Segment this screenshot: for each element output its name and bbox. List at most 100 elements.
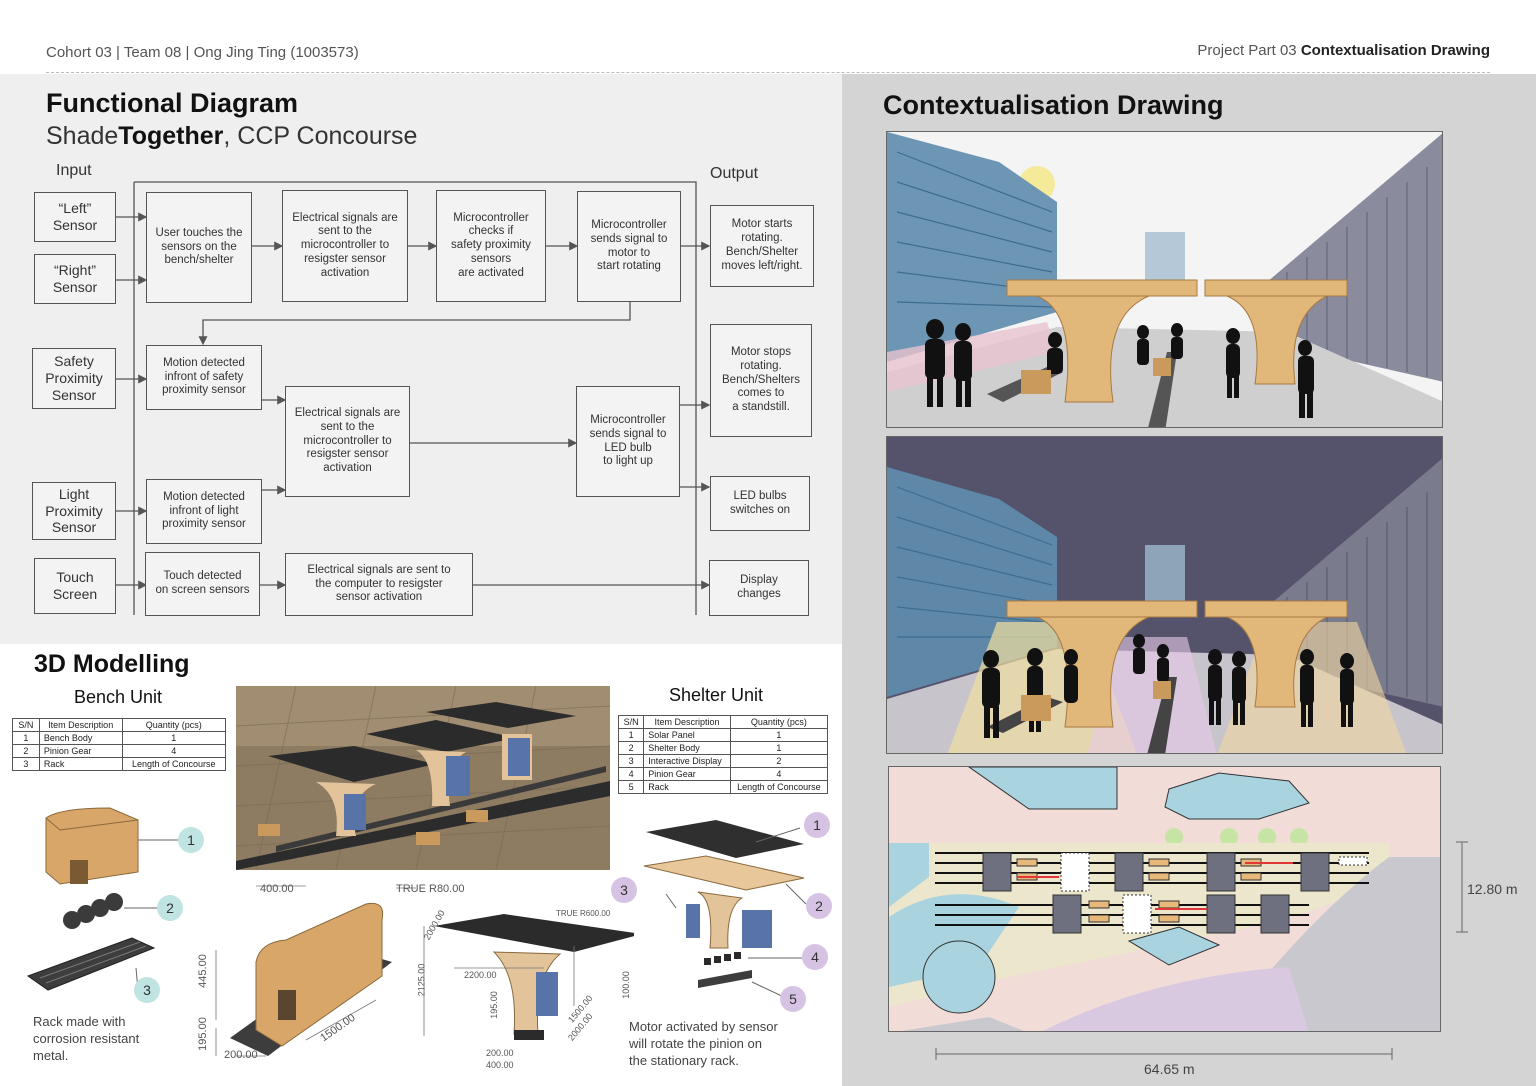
table-row: 1 Solar Panel 1 bbox=[617, 728, 829, 742]
step-electrical-signals-3: Electrical signals are sent to the compu… bbox=[285, 553, 473, 616]
plan-dimension-lines bbox=[935, 841, 1468, 1060]
table-cell: Shelter Body bbox=[643, 741, 731, 755]
table-cell: 4 bbox=[617, 767, 645, 781]
table-header: Item Description bbox=[38, 718, 123, 732]
input-right-sensor: “Right” Sensor bbox=[34, 254, 116, 304]
shelter-exploded-view bbox=[643, 820, 807, 998]
plan-width-dimension: 64.65 m bbox=[1144, 1061, 1195, 1077]
input-light-proximity-sensor: Light Proximity Sensor bbox=[32, 482, 116, 540]
table-header-row: S/N Item Description Quantity (pcs) bbox=[617, 715, 829, 729]
output-label: Output bbox=[710, 165, 759, 182]
step-user-touches-sensors: User touches the sensors on the bench/sh… bbox=[146, 192, 252, 303]
shelter-badge-1: 1 bbox=[804, 812, 830, 838]
table-cell: 4 bbox=[729, 767, 829, 781]
table-cell: 1 bbox=[617, 728, 645, 742]
table-cell: 2 bbox=[617, 741, 645, 755]
shelter-note: Motor activated by sensor will rotate th… bbox=[629, 1019, 778, 1068]
bench-dim-width: 400.00 bbox=[260, 883, 294, 895]
shelter-badge-4: 4 bbox=[802, 944, 828, 970]
subtitle-bold: Together bbox=[118, 122, 224, 150]
step-electrical-signals-1: Electrical signals are sent to the micro… bbox=[282, 190, 408, 302]
table-header: Quantity (pcs) bbox=[121, 718, 227, 732]
shelter-dimension-drawing bbox=[423, 914, 634, 1040]
table-cell: Bench Body bbox=[38, 731, 123, 745]
subtitle-post: , CCP Concourse bbox=[223, 122, 418, 150]
shelter-dim-leg: 195.00 bbox=[488, 991, 499, 1019]
bench-badge-1: 1 bbox=[178, 827, 204, 853]
table-cell: 1 bbox=[12, 731, 40, 745]
context-day-scene bbox=[886, 131, 1443, 428]
step-microcontroller-checks: Microcontroller checks if safety proximi… bbox=[436, 190, 546, 302]
table-cell: Rack bbox=[38, 757, 123, 771]
table-cell: 1 bbox=[121, 731, 227, 745]
table-cell: 1 bbox=[729, 728, 829, 742]
functional-diagram-title: Functional Diagram bbox=[46, 88, 299, 118]
step-motion-light: Motion detected infront of light proximi… bbox=[146, 479, 262, 544]
table-cell: Length of Concourse bbox=[121, 757, 227, 771]
shelter-items-table: S/N Item Description Quantity (pcs) 1 So… bbox=[617, 715, 829, 794]
table-row: 4 Pinion Gear 4 bbox=[617, 767, 829, 781]
table-header: Item Description bbox=[643, 715, 731, 729]
table-header: S/N bbox=[617, 715, 645, 729]
table-row: 2 Shelter Body 1 bbox=[617, 741, 829, 755]
render-image bbox=[236, 686, 610, 870]
table-cell: Pinion Gear bbox=[38, 744, 123, 758]
bench-note: Rack made with corrosion resistant metal… bbox=[33, 1014, 140, 1063]
plan-illustration bbox=[889, 767, 1440, 1031]
table-cell: 2 bbox=[729, 754, 829, 768]
bench-dim-height: 445.00 bbox=[196, 954, 209, 988]
header-project: Project Part 03 Contextualisation Drawin… bbox=[1197, 42, 1490, 59]
table-cell: 3 bbox=[617, 754, 645, 768]
context-title: Contextualisation Drawing bbox=[883, 90, 1224, 120]
shelter-dim-span: 2200.00 bbox=[464, 970, 497, 980]
input-label: Input bbox=[56, 162, 92, 179]
output-motor-start: Motor starts rotating. Bench/Shelter mov… bbox=[710, 205, 814, 287]
table-cell: 2 bbox=[12, 744, 40, 758]
shelter-dim-foot-2: 400.00 bbox=[486, 1060, 514, 1070]
input-safety-proximity-sensor: Safety Proximity Sensor bbox=[32, 348, 116, 409]
table-row: 5 Rack Length of Concourse bbox=[617, 780, 829, 794]
header-project-title: Contextualisation Drawing bbox=[1300, 42, 1490, 59]
shelter-badge-2: 2 bbox=[806, 893, 832, 919]
input-touch-screen: Touch Screen bbox=[34, 558, 116, 614]
table-row: 1 Bench Body 1 bbox=[12, 731, 227, 745]
table-cell: Rack bbox=[643, 780, 731, 794]
step-microcontroller-led: Microcontroller sends signal to LED bulb… bbox=[576, 386, 680, 497]
night-scene-illustration bbox=[887, 437, 1442, 753]
table-header-row: S/N Item Description Quantity (pcs) bbox=[12, 718, 227, 732]
shelter-dim-foot-1: 200.00 bbox=[486, 1048, 514, 1058]
functional-diagram-connectors bbox=[116, 181, 711, 615]
table-header: S/N bbox=[12, 718, 40, 732]
step-motion-safety: Motion detected infront of safety proxim… bbox=[146, 345, 262, 410]
bench-badge-2: 2 bbox=[157, 895, 183, 921]
step-microcontroller-motor: Microcontroller sends signal to motor to… bbox=[577, 191, 681, 302]
input-left-sensor: “Left” Sensor bbox=[34, 192, 116, 242]
bench-badge-3: 3 bbox=[134, 977, 160, 1003]
table-cell: Interactive Display bbox=[643, 754, 731, 768]
table-cell: 4 bbox=[121, 744, 227, 758]
day-scene-illustration bbox=[887, 132, 1442, 427]
table-cell: 1 bbox=[729, 741, 829, 755]
table-row: 3 Interactive Display 2 bbox=[617, 754, 829, 768]
table-cell: 3 bbox=[12, 757, 40, 771]
table-row: 3 Rack Length of Concourse bbox=[12, 757, 227, 771]
table-cell: Pinion Gear bbox=[643, 767, 731, 781]
output-display-changes: Display changes bbox=[709, 560, 809, 616]
shelter-dim-panel: 100.00 bbox=[620, 971, 631, 999]
table-cell: Length of Concourse bbox=[729, 780, 829, 794]
table-row: 2 Pinion Gear 4 bbox=[12, 744, 227, 758]
context-night-scene bbox=[886, 436, 1443, 754]
functional-diagram-panel bbox=[0, 74, 842, 644]
functional-diagram-subtitle: ShadeTogether, CCP Concourse bbox=[46, 122, 417, 151]
subtitle-pre: Shade bbox=[46, 122, 119, 150]
bench-dim-base: 195.00 bbox=[196, 1017, 209, 1051]
plan-height-dimension: 12.80 m bbox=[1467, 881, 1518, 897]
table-cell: Solar Panel bbox=[643, 728, 731, 742]
context-plan-drawing bbox=[888, 766, 1441, 1032]
bench-items-table: S/N Item Description Quantity (pcs) 1 Be… bbox=[12, 718, 227, 771]
header-project-prefix: Project Part 03 bbox=[1197, 42, 1297, 59]
output-led-bulbs: LED bulbs switches on bbox=[710, 476, 810, 531]
shelter-badge-5: 5 bbox=[780, 986, 806, 1012]
output-motor-stop: Motor stops rotating. Bench/Shelters com… bbox=[710, 324, 812, 437]
bench-exploded-view bbox=[26, 807, 178, 991]
